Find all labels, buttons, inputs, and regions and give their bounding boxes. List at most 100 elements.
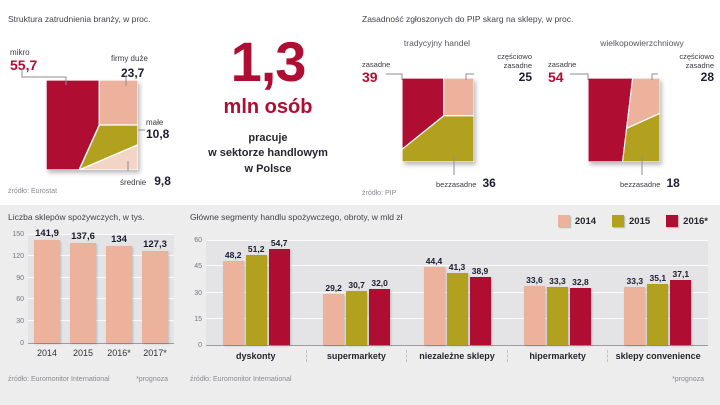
bar: 37,1 — [670, 269, 692, 345]
gridline — [28, 320, 174, 322]
bar-group-sklepy-convenience: 33,3 35,1 37,1 — [608, 240, 708, 345]
label-bezzasadne-2: bezzasadne 18 — [620, 176, 680, 190]
bar: 44,4 — [423, 256, 445, 345]
bar-value: 54,7 — [270, 238, 288, 249]
category-labels: dyskonty supermarkety niezależne sklepy … — [206, 350, 708, 362]
bar-value: 51,2 — [247, 244, 265, 255]
y-tick: 120 — [12, 252, 24, 260]
group-header-tradycyjny: tradycyjny handel — [403, 38, 471, 48]
segment-value: 10,8 — [146, 127, 170, 141]
slice-zasadne — [588, 78, 634, 162]
legend-swatch-2016 — [666, 215, 679, 227]
gridline — [206, 240, 708, 241]
segment-value: 28 — [700, 70, 714, 84]
bar-value: 30,7 — [348, 280, 365, 291]
y-tick: 0 — [198, 342, 202, 349]
label-zasadne-1: zasadne 39 — [362, 60, 422, 85]
segment-label-srednie: średnie 9,8 — [120, 172, 171, 190]
bar-value: 33,3 — [626, 275, 644, 286]
segment-label-mikro: mikro 55,7 — [10, 48, 37, 73]
bar-group-niezalezne-sklepy: 44,4 41,3 38,9 — [407, 240, 507, 345]
category-label: dyskonty — [236, 351, 276, 361]
bar-groups: 48,2 51,2 54,7 29,2 30,7 32,0 44,4 41,3 … — [206, 238, 708, 345]
bar: 141,9 — [34, 228, 60, 343]
bar: 32,8 — [569, 277, 591, 345]
headline-line: pracuje — [248, 132, 288, 144]
bar-value: 35,1 — [649, 272, 667, 283]
plot-area: 150 120 90 60 30 0 141,9 137,6 134 127,3 — [12, 228, 174, 347]
segment-label: firmy duże — [111, 54, 148, 63]
headline-line: w sektorze handlowym — [208, 147, 328, 160]
x-label: 2016* — [107, 348, 131, 358]
bar-value: 48,2 — [224, 249, 242, 260]
legend-swatch-2014 — [557, 215, 570, 227]
x-label: 2014 — [36, 348, 58, 358]
segment-value: 55,7 — [10, 57, 38, 73]
segment-label: częściowo zasadne — [679, 52, 714, 70]
source: źródło: Euromonitor International — [190, 376, 292, 383]
bar: 33,6 — [523, 275, 545, 345]
y-tick: 150 — [12, 231, 24, 238]
bar: 33,3 — [546, 276, 568, 345]
label-zasadne-2: zasadne 54 — [548, 60, 608, 85]
headline-line: w Polsce — [244, 162, 292, 175]
segment-label-firmy-duze: firmy duże 23,7 — [111, 48, 148, 80]
slice-male — [78, 124, 138, 170]
gridline — [28, 298, 174, 300]
bar: 30,7 — [346, 280, 368, 345]
source: źródło: Euromonitor International — [8, 376, 110, 383]
bar-value: 32,0 — [371, 278, 388, 288]
segment-label: bezzasadne — [620, 180, 661, 189]
slice-firmy-duze — [98, 80, 138, 126]
headline-unit: mln osób — [223, 96, 313, 118]
bar: 134 — [106, 234, 132, 343]
bar-value: 38,9 — [471, 265, 489, 276]
bar: 127,3 — [142, 239, 168, 343]
label-bezzasadne-1: bezzasadne 36 — [436, 176, 496, 190]
segment-value: 25 — [518, 70, 532, 84]
segment-label: zasadne — [362, 60, 391, 69]
headline-text: pracuje w sektorze handlowym w Polsce — [204, 131, 332, 177]
x-label: 2017* — [143, 348, 167, 358]
group-header-wielkopowierzchniowy: wielkopowierzchniowy — [600, 38, 684, 48]
y-tick: 0 — [20, 340, 24, 347]
bar-value: 134 — [111, 233, 127, 245]
y-tick: 45 — [194, 263, 202, 271]
bar: 35,1 — [647, 273, 669, 345]
bar-group-hipermarkety: 33,6 33,3 32,8 — [507, 240, 607, 345]
legend-item: 2016* — [666, 215, 708, 227]
bar: 29,2 — [323, 283, 345, 345]
employment-structure-chart: Struktura zatrudnienia branży, w proc. m… — [8, 6, 204, 202]
chart-title: Liczba sklepów spożywczych, w tys. — [8, 212, 145, 222]
legend-label: 2015 — [629, 215, 651, 227]
chart-title: Struktura zatrudnienia branży, w proc. — [8, 14, 151, 24]
y-tick: 90 — [16, 274, 24, 282]
legend-label: 2016* — [683, 215, 708, 227]
pip-square-pie-wielkopowierzchniowy — [588, 78, 660, 162]
segment-label: częściowo zasadne — [497, 52, 532, 70]
source: źródło: PIP — [362, 190, 397, 197]
gridline — [206, 265, 708, 267]
headline-block: 1,3 mln osób pracuje w sektorze handlowy… — [204, 34, 332, 177]
segment-value: 23,7 — [121, 66, 145, 80]
segment-value: 18 — [666, 176, 680, 190]
bar-value: 141,9 — [35, 227, 59, 239]
bar: 38,9 — [469, 266, 491, 345]
legend: 2014 2015 2016* — [557, 215, 708, 227]
segment-label: mikro — [10, 48, 30, 57]
segment-label: średnie — [120, 178, 147, 187]
slice-srednie — [78, 144, 138, 170]
y-tick: 60 — [194, 237, 202, 244]
bar-value: 32,8 — [572, 276, 589, 287]
category-label: niezależne sklepy — [406, 350, 507, 362]
bar-group-dyskonty: 48,2 51,2 54,7 — [206, 238, 306, 345]
plot-area: 60 45 30 15 0 48,2 51,2 54,7 29,2 30,7 3… — [194, 237, 708, 349]
gridline — [28, 234, 174, 235]
legend-swatch-2015 — [612, 215, 625, 227]
bar: 51,2 — [245, 244, 267, 345]
forecast-note: *prognoza — [672, 376, 704, 383]
chart-title: Główne segmenty handlu spożywczego, obro… — [190, 212, 403, 222]
bar: 54,7 — [268, 238, 290, 345]
slice-bezzasadne — [622, 112, 660, 162]
bars: 141,9 137,6 134 127,3 — [28, 228, 174, 343]
